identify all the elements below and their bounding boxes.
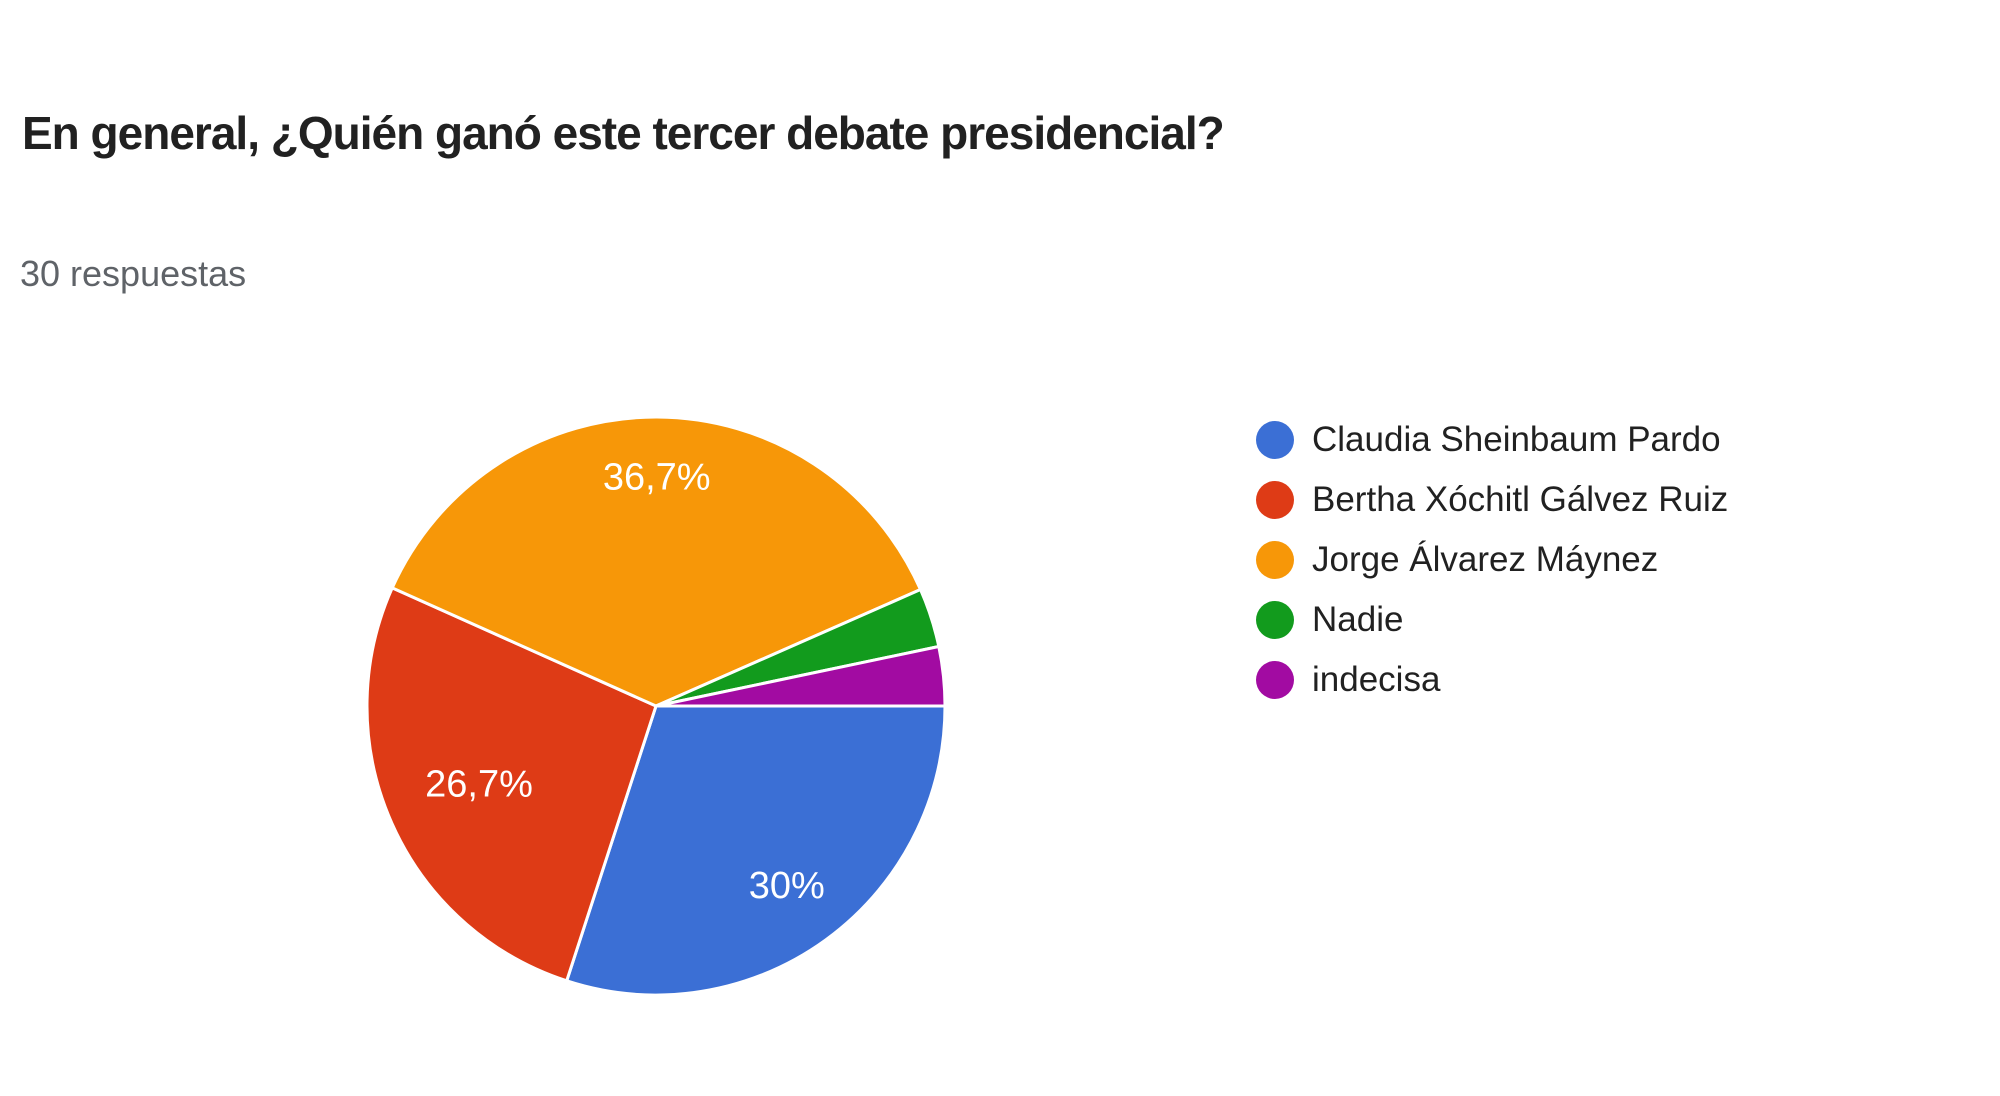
pie-slice-5[interactable]	[654, 645, 947, 708]
legend-item-1: Claudia Sheinbaum Pardo	[1256, 410, 1728, 470]
pie-slice-label: 26,7%	[425, 764, 533, 806]
legend-item-label: Nadie	[1312, 600, 1404, 639]
legend-item-4: Nadie	[1256, 590, 1728, 650]
legend-item-label: Bertha Xóchitl Gálvez Ruiz	[1312, 480, 1729, 519]
legend-dot-icon	[1256, 601, 1294, 639]
pie-slice-label: 36,7%	[603, 457, 711, 499]
page-title: En general, ¿Quién ganó este tercer deba…	[22, 107, 1225, 159]
legend-item-2: Bertha Xóchitl Gálvez Ruiz	[1256, 470, 1728, 530]
legend-item-label: indecisa	[1312, 660, 1441, 699]
pie-slice-1[interactable]	[565, 704, 947, 997]
chart-legend: Claudia Sheinbaum Pardo Bertha Xóchitl Gá…	[1256, 410, 1728, 710]
legend-item-5: indecisa	[1256, 650, 1728, 710]
pie-slice-2[interactable]	[365, 586, 658, 983]
legend-item-label: Jorge Álvarez Máynez	[1312, 540, 1659, 579]
legend-dot-icon	[1256, 661, 1294, 699]
legend-dot-icon	[1256, 421, 1294, 459]
legend-item-label: Claudia Sheinbaum Pardo	[1312, 420, 1721, 459]
legend-dot-icon	[1256, 541, 1294, 579]
legend-item-3: Jorge Álvarez Máynez	[1256, 530, 1728, 590]
pie-slice-3[interactable]	[390, 415, 922, 708]
responses-count: 30 respuestas	[20, 253, 247, 294]
pie-slice-label: 30%	[749, 865, 825, 907]
legend-dot-icon	[1256, 481, 1294, 519]
